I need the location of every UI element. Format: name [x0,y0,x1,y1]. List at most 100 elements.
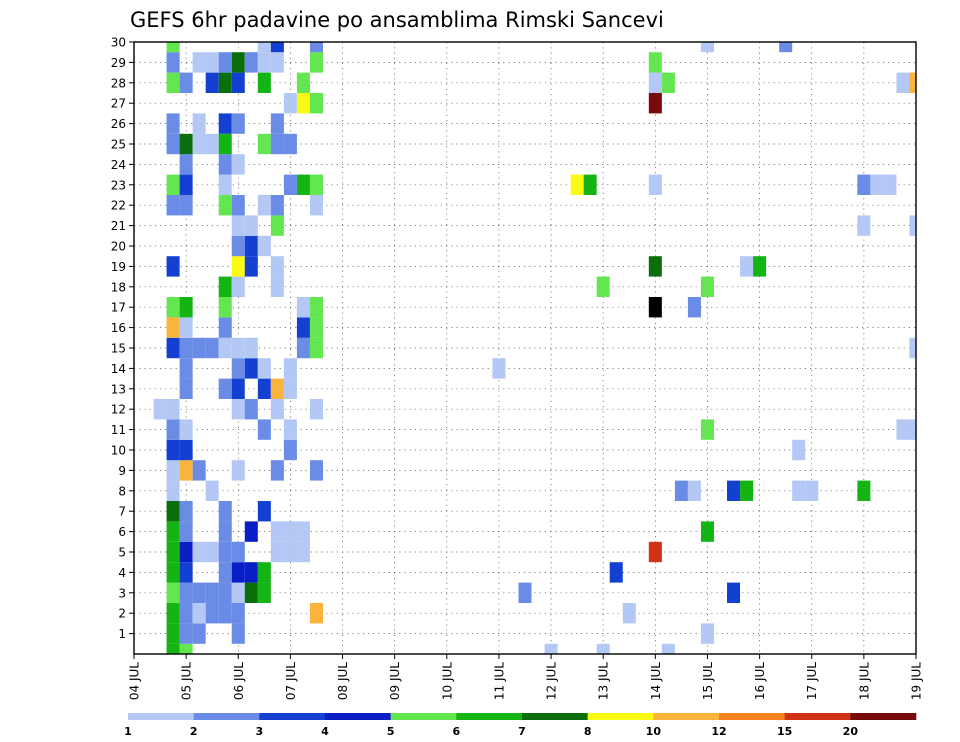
precip-cell [309,174,323,195]
precip-cell [218,317,232,338]
x-tick-label: 18 JUL [857,662,871,700]
precip-cell [648,297,662,318]
y-tick-label: 16 [111,321,126,335]
precip-cell [244,521,258,542]
precip-cell [179,562,193,583]
precip-cell [166,603,180,624]
colorbar-swatch [390,713,457,720]
precip-cell [492,358,506,379]
colorbar-swatch [719,713,785,720]
precip-cell [244,235,258,257]
precip-cell [218,72,232,93]
precip-cell [283,439,297,461]
precip-cell [179,643,193,654]
precip-cell [218,52,232,73]
precip-cell [870,174,884,195]
precip-cell [740,480,754,501]
precip-cell [166,195,180,216]
precip-cell [179,460,193,481]
precip-cell [205,133,219,155]
precip-cell [270,195,284,216]
precip-cell [218,521,232,542]
precip-cell [309,399,323,420]
precip-cell [166,501,180,522]
precip-cell [283,133,297,155]
precip-cell [661,72,675,93]
precip-cell [218,582,232,603]
precip-cell [909,419,916,440]
precip-cell [270,541,284,563]
precip-cell [283,378,297,399]
precip-cell [270,521,284,542]
precip-cell [166,480,180,501]
precip-cell [218,113,232,134]
precip-cell [179,174,193,195]
precip-cell [257,562,271,583]
precip-cell [296,72,310,93]
precip-cell [648,256,662,277]
x-tick-label: 19 JUL [910,662,924,700]
precip-cell [309,337,323,359]
precip-cell [648,174,662,195]
x-tick-label: 08 JUL [336,662,350,700]
precip-cell [231,562,245,583]
x-tick-label: 05 JUL [180,662,194,700]
y-tick-label: 3 [118,586,126,600]
y-tick-label: 11 [111,423,126,437]
precip-cell [296,521,310,542]
precip-cell [309,52,323,73]
y-tick-label: 6 [118,525,126,539]
y-tick-label: 1 [118,627,126,641]
y-tick-label: 30 [111,36,126,50]
precip-cell [244,399,258,420]
precip-cell [231,256,245,277]
precip-cell [166,52,180,73]
x-tick-label: 10 JUL [440,662,454,700]
precip-cell [309,603,323,624]
x-tick-label: 15 JUL [701,662,715,700]
colorbar-label: 3 [256,725,264,738]
precip-cell [257,42,271,53]
precip-cell [909,337,916,359]
precip-cell [218,133,232,155]
precip-cell [909,72,916,93]
precip-cell [257,419,271,440]
precip-cell [283,541,297,563]
precip-cell [179,501,193,522]
x-tick-label: 11 JUL [492,662,506,700]
precip-cell [270,399,284,420]
precip-cell [727,480,741,501]
precip-cell [205,480,219,501]
y-tick-label: 17 [111,301,126,315]
precip-cell [192,113,206,134]
precip-cell [270,52,284,73]
precip-cell [622,603,636,624]
y-tick-label: 29 [111,56,126,70]
precip-cell [166,521,180,542]
precip-cell [570,174,584,195]
y-tick-label: 9 [118,464,126,478]
y-tick-label: 25 [111,138,126,152]
precip-cell [296,541,310,563]
precip-cell [179,72,193,93]
precip-cell [518,582,532,603]
precip-cell [244,562,258,583]
precip-cell [727,582,741,603]
precip-cell [166,113,180,134]
precip-cell [596,643,610,654]
precip-cell [270,276,284,297]
precip-cell [583,174,597,195]
colorbar-label: 7 [518,725,526,738]
y-tick-label: 20 [111,240,126,254]
y-tick-label: 23 [111,178,126,192]
colorbar-swatch [193,713,260,720]
precip-cell [700,419,714,440]
precip-cell [218,603,232,624]
precip-cell [179,419,193,440]
precip-cell [231,378,245,399]
colorbar-label: 4 [321,725,329,738]
precip-cell [244,358,258,379]
precip-cell [231,582,245,603]
precip-cell [192,460,206,481]
colorbar-label: 10 [646,725,662,738]
